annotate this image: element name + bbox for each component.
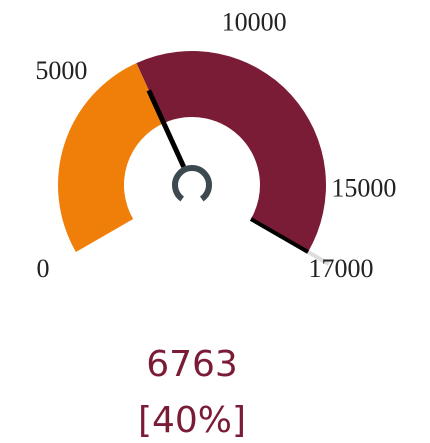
tick-label: 0 [37, 254, 50, 283]
tick-label: 15000 [331, 173, 396, 202]
tick-label: 10000 [222, 8, 287, 37]
value-label: 6763 [146, 344, 238, 385]
tick-label: 17000 [308, 254, 373, 283]
max-marker [249, 217, 310, 254]
gauge-track [136, 51, 326, 253]
max-extension [307, 250, 330, 266]
needle [146, 89, 186, 168]
gauge-value-bar [58, 63, 164, 252]
percent-label: [40%] [138, 400, 246, 441]
needle-hub [172, 165, 212, 202]
tick-label: 5000 [35, 56, 87, 85]
